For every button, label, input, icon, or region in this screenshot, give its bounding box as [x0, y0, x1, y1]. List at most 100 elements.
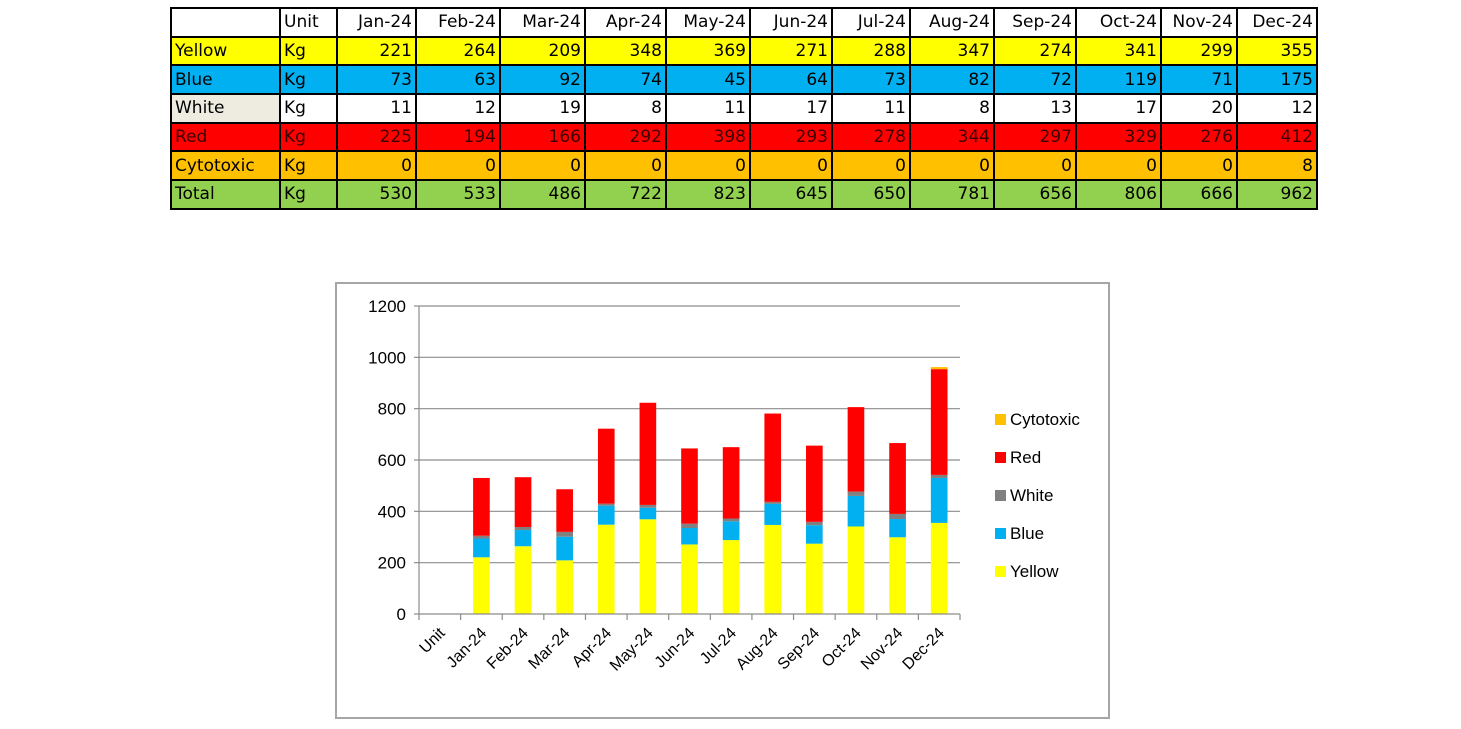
table-cell: 264	[415, 35, 501, 67]
bar-segment-white	[847, 491, 865, 496]
table-row-yellow: Yellow Kg 221 264 209 348 369 271 288 347 274 341 29…	[170, 35, 1318, 67]
bar-segment-blue	[764, 503, 782, 525]
bar-segment-red	[722, 447, 740, 519]
table-cell: 299	[1160, 35, 1238, 67]
legend-item-white: White	[995, 486, 1053, 505]
table-cell: 72	[993, 64, 1077, 96]
legend-item-blue: Blue	[995, 524, 1044, 543]
table-cell: 823	[665, 179, 751, 210]
legend-label: White	[1010, 486, 1053, 505]
legend-swatch-icon	[995, 566, 1006, 577]
table-cell: 0	[499, 150, 586, 182]
x-tick-label: Jun-24	[652, 625, 699, 672]
x-tick-label: May-24	[607, 625, 657, 675]
table-cell: 329	[1075, 121, 1162, 153]
bar-segment-white	[722, 518, 740, 522]
table-cell: 12	[415, 93, 501, 124]
bar-segment-blue	[681, 528, 698, 545]
y-tick-label: 200	[378, 554, 406, 573]
table-cell: 348	[584, 35, 667, 67]
table-cell: 530	[336, 179, 417, 210]
bar-segment-cytotoxic	[930, 367, 948, 370]
bar-segment-blue	[597, 505, 615, 525]
table-cell: 8	[909, 93, 995, 124]
bar-segment-yellow	[722, 540, 740, 614]
bar-segment-red	[556, 489, 573, 532]
table-cell: 656	[993, 179, 1077, 210]
bar-segment-white	[681, 523, 698, 529]
header-corner-cell	[170, 7, 281, 38]
x-tick-label: Sep-24	[775, 625, 824, 674]
legend-label: Yellow	[1010, 562, 1059, 581]
bar-segment-yellow	[764, 524, 782, 614]
y-tick-label: 0	[397, 605, 406, 624]
x-tick-label: Unit	[416, 624, 449, 657]
table-cell: 63	[415, 64, 501, 96]
table-cell: 82	[909, 64, 995, 96]
row-unit: Kg	[279, 121, 338, 153]
header-month: Nov-24	[1160, 7, 1238, 38]
bar-segment-yellow	[473, 557, 490, 614]
bar-segment-white	[764, 501, 782, 504]
y-tick-label: 1000	[368, 348, 406, 367]
table-cell: 486	[499, 179, 586, 210]
table-cell: 0	[1075, 150, 1162, 182]
table-cell: 398	[665, 121, 751, 153]
table-cell: 64	[749, 64, 833, 96]
bar-segment-white	[806, 521, 823, 526]
bar-segment-blue	[847, 495, 865, 527]
row-label: Cytotoxic	[170, 150, 281, 182]
table-cell: 11	[831, 93, 911, 124]
table-cell: 369	[665, 35, 751, 67]
table-cell: 962	[1236, 179, 1318, 210]
bar-segment-blue	[473, 538, 490, 558]
y-tick-labels: 0 200 400 600 800 1000 1200	[368, 297, 406, 624]
table-cell: 344	[909, 121, 995, 153]
table-cell: 0	[1160, 150, 1238, 182]
legend-swatch-icon	[995, 528, 1006, 539]
row-unit: Kg	[279, 35, 338, 67]
bar-segment-white	[514, 526, 532, 531]
table-cell: 166	[499, 121, 586, 153]
legend-swatch-icon	[995, 452, 1006, 463]
table-cell: 13	[993, 93, 1077, 124]
table-cell: 412	[1236, 121, 1318, 153]
row-unit: Kg	[279, 64, 338, 96]
table-cell: 0	[831, 150, 911, 182]
bar-segment-red	[514, 477, 532, 527]
row-unit: Kg	[279, 179, 338, 210]
table-cell: 288	[831, 35, 911, 67]
bar-segment-yellow	[556, 560, 573, 614]
bar-segment-yellow	[597, 524, 615, 614]
table-cell: 11	[665, 93, 751, 124]
bar-segment-yellow	[847, 526, 865, 614]
table-cell: 533	[415, 179, 501, 210]
table-cell: 276	[1160, 121, 1238, 153]
table-cell: 12	[1236, 93, 1318, 124]
table-cell: 645	[749, 179, 833, 210]
x-tick-label: Oct-24	[819, 625, 865, 671]
table-cell: 781	[909, 179, 995, 210]
y-tick-label: 600	[378, 451, 406, 470]
table-cell: 0	[415, 150, 501, 182]
header-month: Jul-24	[831, 7, 911, 38]
table-cell: 0	[336, 150, 417, 182]
table-row-total: Total Kg 530 533 486 722 823 645 650 781 656 806 666…	[170, 179, 1318, 210]
header-month: Aug-24	[909, 7, 995, 38]
header-month: Sep-24	[993, 7, 1077, 38]
table-cell: 17	[1075, 93, 1162, 124]
row-unit: Kg	[279, 93, 338, 124]
table-cell: 722	[584, 179, 667, 210]
table-cell: 0	[909, 150, 995, 182]
bar-segment-white	[597, 503, 615, 506]
chart-container: 0 200 400 600 800 1000 1200 Unit Jan-24 Feb-24 Ma…	[335, 282, 1110, 719]
legend-swatch-icon	[995, 414, 1006, 425]
table-cell: 8	[584, 93, 667, 124]
table-row-blue: Blue Kg 73 63 92 74 45 64 73 82 72 119 71 175	[170, 64, 1318, 96]
header-month: May-24	[665, 7, 751, 38]
table-cell: 73	[336, 64, 417, 96]
x-tick-label: Feb-24	[484, 625, 532, 673]
table-cell: 221	[336, 35, 417, 67]
bar-segment-yellow	[681, 544, 698, 614]
